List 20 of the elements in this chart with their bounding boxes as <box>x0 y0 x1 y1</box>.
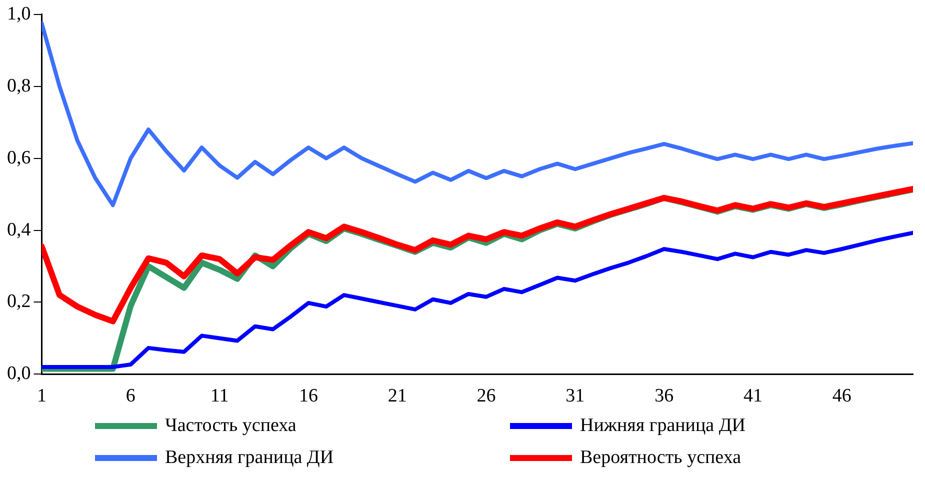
y-tick-label: 0,0 <box>7 363 31 384</box>
x-tick-label: 46 <box>832 386 852 407</box>
x-tick-label: 11 <box>210 386 229 407</box>
y-tick-label: 0,8 <box>7 75 31 96</box>
y-tick-label: 0,4 <box>7 219 32 240</box>
legend-label: Частость успеха <box>165 415 296 437</box>
y-tick-label: 1,0 <box>7 3 31 24</box>
x-tick-label: 1 <box>37 386 46 407</box>
x-tick-label: 31 <box>566 386 585 407</box>
x-tick-label: 36 <box>654 386 674 407</box>
y-tick-label: 0,6 <box>7 147 31 168</box>
x-tick-label: 6 <box>126 386 136 407</box>
x-tick-label: 41 <box>743 386 762 407</box>
y-tick-label: 0,2 <box>7 291 31 312</box>
legend-label: Нижняя граница ДИ <box>580 415 746 437</box>
legend-label: Вероятность успеха <box>580 447 742 469</box>
legend-label: Верхняя граница ДИ <box>165 447 334 469</box>
x-tick-label: 26 <box>476 386 496 407</box>
x-tick-label: 16 <box>298 386 318 407</box>
x-tick-label: 21 <box>388 386 407 407</box>
